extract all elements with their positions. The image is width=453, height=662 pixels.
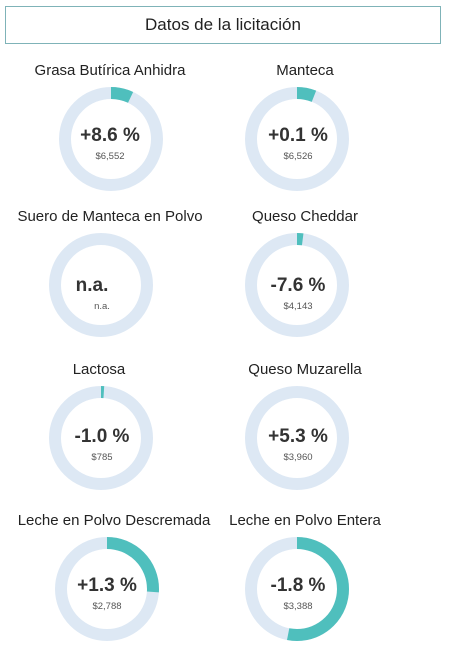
gauge-track	[245, 386, 349, 490]
price-value: $3,960	[283, 452, 313, 463]
price-value: $3,388	[283, 601, 313, 612]
product-card-queso-cheddar: Queso Cheddar -7.6 % $4,143	[195, 208, 415, 358]
donut-gauge	[55, 537, 159, 641]
change-percent: -1.0 %	[74, 426, 130, 447]
donut-gauge	[49, 386, 153, 490]
tender-data-header: Datos de la licitación	[5, 6, 441, 44]
price-value: $2,788	[92, 601, 122, 612]
price-value: n.a.	[94, 301, 110, 312]
price-value: $6,526	[283, 151, 313, 162]
price-value: $6,552	[95, 151, 125, 162]
product-card-leche-descremada: Leche en Polvo Descremada +1.3 % $2,788	[4, 512, 224, 662]
change-percent: +5.3 %	[268, 426, 328, 447]
donut-gauge	[245, 537, 349, 641]
gauge-fill	[49, 386, 153, 490]
product-name: Grasa Butírica Anhidra	[34, 62, 186, 79]
product-name: Queso Muzarella	[248, 361, 362, 378]
change-percent: +0.1 %	[268, 125, 328, 146]
product-name: Queso Cheddar	[252, 208, 358, 225]
product-name: Leche en Polvo Descremada	[17, 512, 211, 529]
donut-gauge	[49, 233, 153, 337]
donut-gauge	[245, 233, 349, 337]
product-name: Manteca	[276, 62, 334, 79]
gauge-track	[49, 233, 153, 337]
donut-gauge	[245, 386, 349, 490]
product-card-queso-muzarella: Queso Muzarella +5.3 % $3,960	[195, 361, 415, 511]
product-card-leche-entera: Leche en Polvo Entera -1.8 % $3,388	[195, 512, 415, 662]
header-title: Datos de la licitación	[145, 15, 301, 34]
donut-gauge	[59, 87, 163, 191]
change-percent: -7.6 %	[270, 275, 326, 296]
price-value: $4,143	[283, 301, 313, 312]
gauge-fill	[59, 87, 163, 191]
change-percent: +8.6 %	[80, 125, 140, 146]
gauge-fill	[55, 537, 159, 641]
product-card-suero-manteca: Suero de Manteca en Polvo n.a. n.a.	[0, 208, 220, 358]
product-name: Leche en Polvo Entera	[229, 512, 381, 529]
product-name: Lactosa	[72, 361, 126, 378]
product-card-grasa-butirica: Grasa Butírica Anhidra +8.6 % $6,552	[0, 62, 220, 212]
change-percent: n.a.	[75, 275, 109, 296]
gauge-fill	[245, 233, 349, 337]
change-percent: -1.8 %	[270, 575, 326, 596]
gauge-fill	[245, 87, 349, 191]
product-card-manteca: Manteca +0.1 % $6,526	[195, 62, 415, 212]
product-name: Suero de Manteca en Polvo	[17, 208, 203, 225]
gauge-fill	[245, 537, 349, 641]
product-card-lactosa: Lactosa -1.0 % $785	[0, 361, 220, 511]
change-percent: +1.3 %	[77, 575, 137, 596]
price-value: $785	[91, 452, 113, 463]
donut-gauge	[245, 87, 349, 191]
